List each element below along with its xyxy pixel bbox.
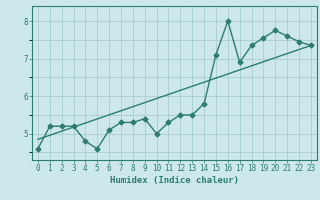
X-axis label: Humidex (Indice chaleur): Humidex (Indice chaleur) (110, 176, 239, 185)
